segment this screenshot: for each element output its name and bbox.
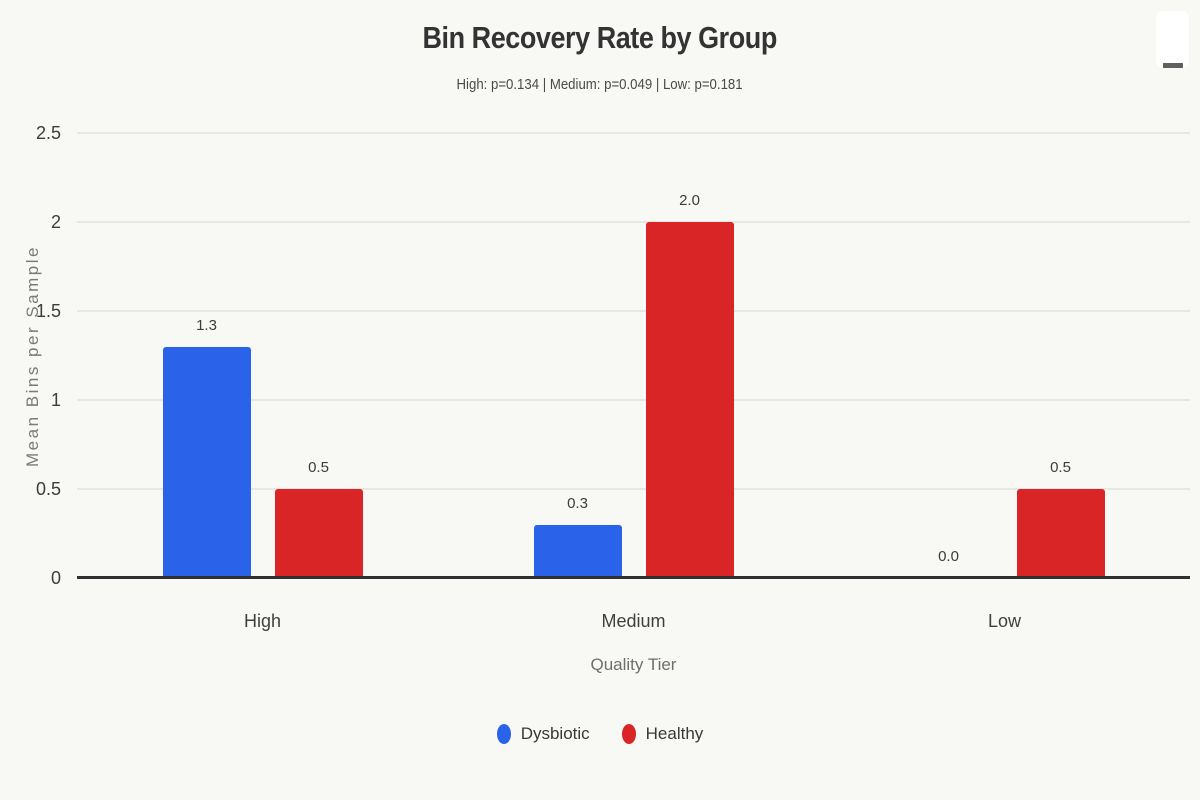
hamburger-menu-icon xyxy=(1162,63,1183,68)
gridline xyxy=(77,132,1190,134)
bar-value-label: 0.3 xyxy=(567,494,588,512)
y-tick-label: 1.5 xyxy=(35,301,61,321)
bar-high-dysbiotic[interactable] xyxy=(162,346,251,578)
gridline xyxy=(77,488,1190,490)
bar-value-label: 0.0 xyxy=(938,548,959,565)
bar-value-label: 1.3 xyxy=(196,316,217,334)
y-tick-label: 2.5 xyxy=(35,123,61,143)
x-category-label-high: High xyxy=(243,611,282,631)
gridline xyxy=(77,221,1190,223)
x-axis-line xyxy=(77,576,1190,579)
x-category-label-low: Low xyxy=(987,611,1022,631)
legend-label: Dysbiotic xyxy=(520,724,590,743)
legend: Dysbiotic Healthy xyxy=(0,724,1200,744)
x-category-label-medium: Medium xyxy=(601,611,666,631)
bar-value-label: 0.5 xyxy=(308,459,329,476)
bar-low-healthy[interactable] xyxy=(1016,489,1105,578)
legend-label: Healthy xyxy=(645,724,704,743)
bar-value-label: 0.5 xyxy=(1050,459,1071,476)
bar-medium-healthy[interactable] xyxy=(645,222,734,578)
legend-marker-icon xyxy=(621,724,636,744)
y-tick-label: 0.5 xyxy=(35,479,61,499)
gridline xyxy=(77,399,1190,401)
bar-medium-dysbiotic[interactable] xyxy=(533,524,622,578)
legend-marker-icon xyxy=(496,724,511,744)
x-axis-title: Quality Tier xyxy=(590,655,677,674)
chart-subtitle: High: p=0.134 | Medium: p=0.049 | Low: p… xyxy=(0,76,1200,93)
chart-title-text: Bin Recovery Rate by Group xyxy=(422,20,778,55)
chart-menu-button[interactable] xyxy=(1156,11,1189,68)
y-axis-title: Mean Bins per Sample xyxy=(23,245,42,467)
chart-title: Bin Recovery Rate by Group xyxy=(0,20,1200,56)
bar-high-healthy[interactable] xyxy=(274,489,363,578)
y-tick-label: 1 xyxy=(50,390,61,410)
y-tick-label: 2 xyxy=(50,212,61,232)
gridline xyxy=(77,310,1190,312)
plot-area: Quality Tier 0 0.5 1 1.5 2 2.5 1.3 0.5 High 0.3 2.… xyxy=(36,123,1190,674)
legend-item-dysbiotic[interactable]: Dysbiotic xyxy=(496,724,590,744)
bar-value-label: 2.0 xyxy=(679,192,700,209)
y-tick-label: 0 xyxy=(50,568,61,588)
chart-subtitle-text: High: p=0.134 | Medium: p=0.049 | Low: p… xyxy=(456,76,744,93)
legend-item-healthy[interactable]: Healthy xyxy=(621,724,704,744)
